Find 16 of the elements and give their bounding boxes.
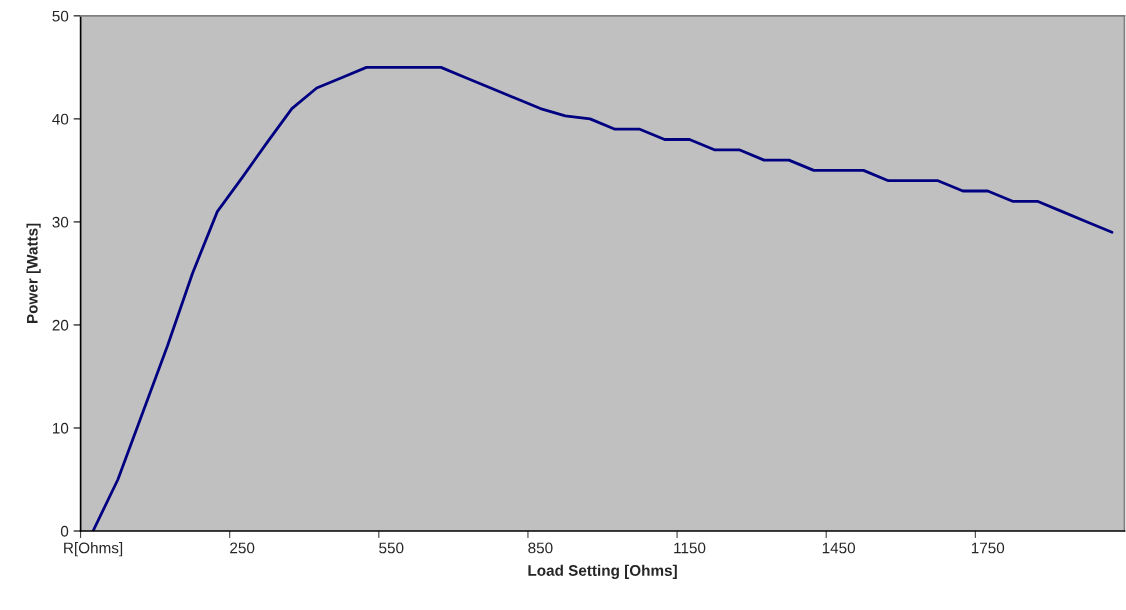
- y-tick-label: 30: [52, 216, 69, 228]
- x-tick-label: 1450: [822, 542, 856, 554]
- x-tick-label: 1750: [971, 542, 1005, 554]
- x-tick-label: 850: [528, 542, 553, 554]
- y-tick-label: 50: [52, 10, 69, 22]
- y-tick-label: 40: [52, 113, 69, 125]
- x-tick-label: 1150: [674, 542, 706, 554]
- y-axis-title: Power [Watts]: [26, 223, 41, 324]
- x-tick-label: 550: [379, 542, 404, 554]
- y-tick-label: 10: [52, 422, 69, 434]
- x-axis-title: Load Setting [Ohms]: [528, 564, 677, 579]
- x-tick-label: 250: [230, 542, 255, 554]
- y-tick-label: 20: [52, 319, 69, 331]
- y-tick-label: 0: [60, 525, 69, 537]
- x-tick-label: R[Ohms]: [64, 542, 123, 557]
- line-series: [91, 65, 1114, 531]
